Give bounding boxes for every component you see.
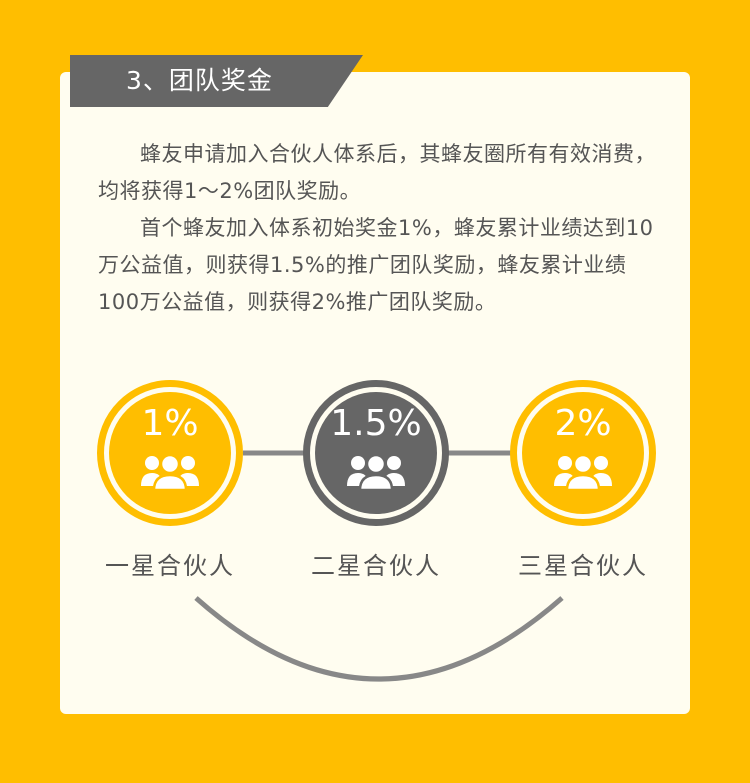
tier-percent: 1.5%: [330, 403, 422, 444]
group-people-icon: [554, 453, 612, 492]
paragraph-intro: 蜂友申请加入合伙人体系后，其蜂友圈所有有效消费，均将获得1～2%团队奖励。: [98, 142, 656, 203]
tier-label-two-star: 二星合伙人: [311, 552, 441, 580]
tier-circle-three-star: 2%: [510, 380, 656, 526]
tier-circle-one-star: 1%: [97, 380, 243, 526]
group-people-icon: [347, 453, 405, 492]
section-title: 3、团队奖金: [70, 55, 363, 107]
tier-percent: 2%: [554, 403, 612, 444]
tier-label-one-star: 一星合伙人: [105, 552, 235, 580]
connector-arc: [194, 596, 564, 682]
paragraph-details: 首个蜂友加入体系初始奖金1%，蜂友累计业绩达到10万公益值，则获得1.5%的推广…: [98, 216, 654, 314]
tier-circle-two-star: 1.5%: [303, 380, 449, 526]
tier-label-three-star: 三星合伙人: [518, 552, 648, 580]
tier-percent: 1%: [141, 403, 199, 444]
group-people-icon: [141, 453, 199, 492]
